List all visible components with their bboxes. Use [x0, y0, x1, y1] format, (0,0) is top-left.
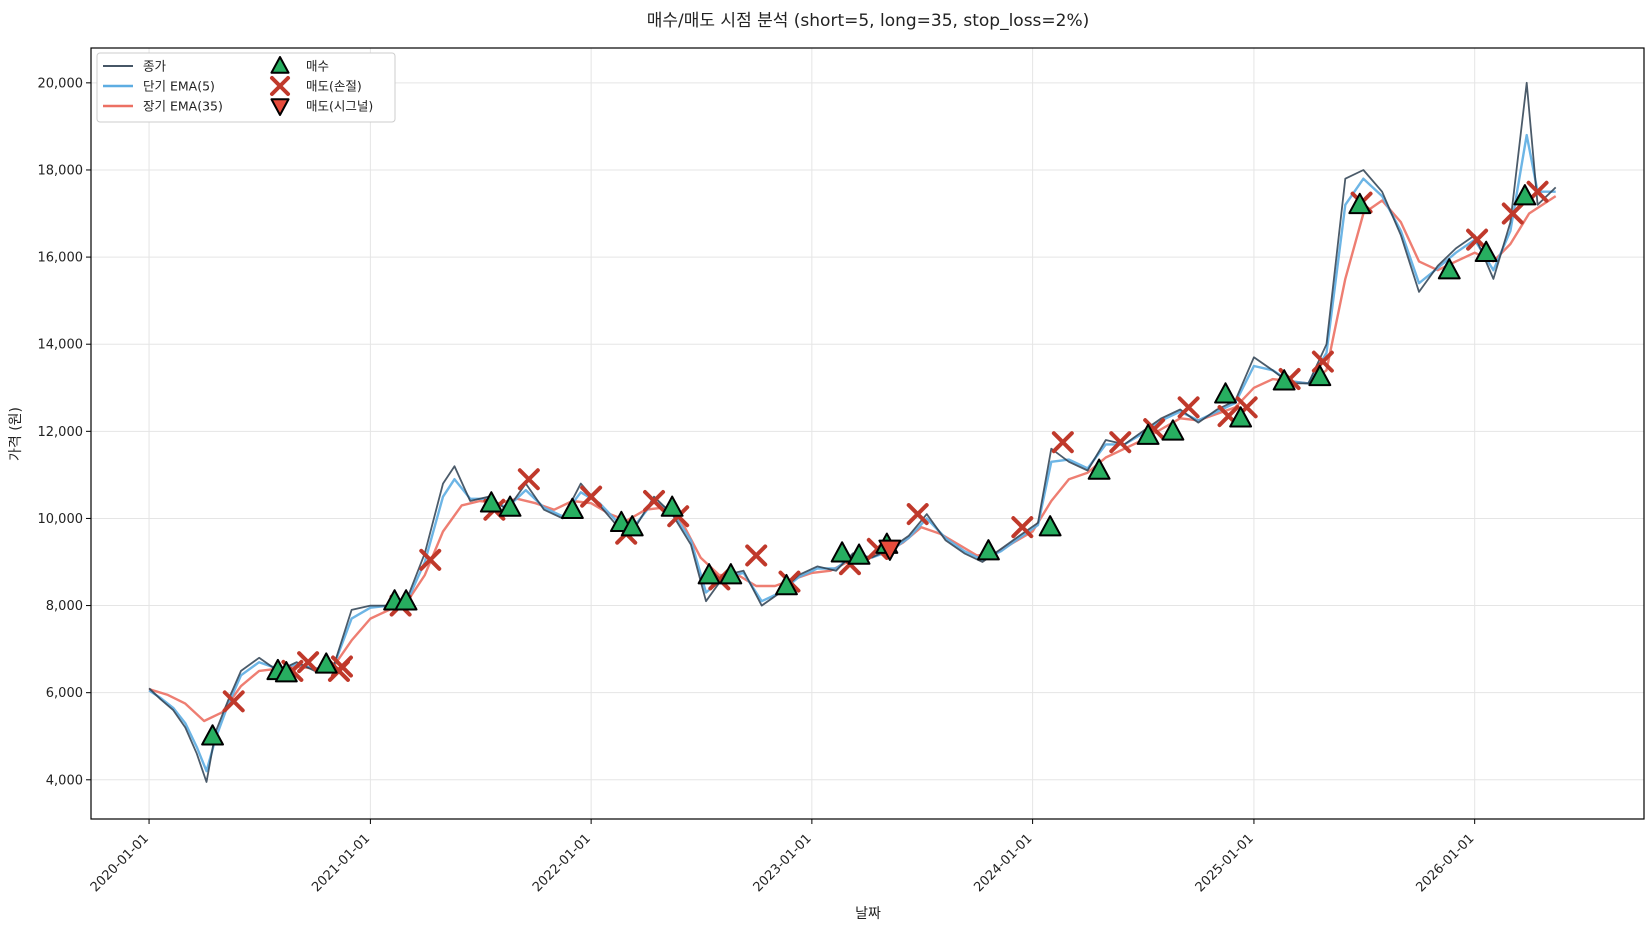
buy-marker	[847, 543, 871, 565]
stop-loss-marker	[222, 690, 245, 713]
y-tick-label: 8,000	[46, 599, 83, 614]
y-tick-label: 20,000	[38, 76, 84, 91]
series-line-close	[148, 81, 1557, 783]
legend-label: 장기 EMA(35)	[143, 99, 223, 114]
stop-loss-stroke	[745, 544, 768, 567]
buy-marker	[1161, 419, 1185, 441]
stop-loss-stroke	[1109, 431, 1132, 454]
buy-marker	[201, 724, 225, 746]
stop-loss-marker	[1501, 202, 1524, 225]
buy-marker	[1136, 423, 1160, 445]
stop-loss-stroke	[1466, 228, 1489, 251]
stop-loss-marker	[1311, 350, 1334, 373]
stop-loss-marker	[517, 468, 540, 491]
legend-label: 매도(손절)	[306, 79, 362, 94]
y-tick-label: 4,000	[46, 773, 83, 788]
legend-buy-swatch	[270, 56, 290, 74]
stop-loss-marker	[745, 544, 768, 567]
buy-marker	[479, 491, 503, 513]
legend-label: 매수	[306, 59, 329, 74]
y-tick-label: 12,000	[38, 425, 84, 440]
buy-marker	[1229, 406, 1253, 428]
stop-loss-stroke	[222, 690, 245, 713]
buy-marker	[719, 563, 743, 585]
y-tick-label: 10,000	[38, 512, 84, 527]
buy-marker	[1272, 369, 1296, 391]
y-axis-ticks: 4,000 6,000 8,000 10,000 12,000 14,000 16,000 1…	[38, 76, 91, 788]
legend-box	[96, 52, 396, 123]
buy-marker	[560, 497, 584, 519]
stop-loss-marker	[297, 651, 320, 674]
buy-marker	[977, 539, 1000, 561]
stop-loss-stroke	[643, 490, 666, 513]
stop-loss-stroke	[419, 548, 442, 571]
stop-loss-marker	[1109, 431, 1132, 454]
buy-marker	[830, 541, 854, 563]
plot-frame	[90, 47, 1645, 820]
buy-marker	[1348, 192, 1372, 215]
buy-marker	[1087, 458, 1111, 480]
stop-loss-stroke	[906, 503, 929, 526]
y-tick-label: 16,000	[38, 251, 84, 266]
buy-marker	[1474, 240, 1498, 262]
stop-loss-stroke	[1501, 202, 1524, 225]
stop-loss-stroke	[1051, 431, 1074, 454]
stop-loss-stroke	[1217, 405, 1240, 428]
y-tick-label: 6,000	[46, 686, 83, 701]
buy-marker	[620, 515, 644, 537]
legend-stop-loss-swatch	[270, 76, 290, 96]
stop-loss-marker	[580, 485, 603, 508]
buy-marker	[1513, 184, 1537, 206]
signal-sell-marker	[878, 539, 902, 561]
buy-marker	[697, 563, 721, 585]
stop-loss-marker	[906, 503, 929, 526]
chart-title: 매수/매도 시점 분석 (short=5, long=35, stop_loss…	[647, 11, 1090, 31]
buy-marker	[1437, 258, 1461, 280]
buy-marker	[274, 661, 298, 683]
legend-label: 단기 EMA(5)	[143, 79, 215, 94]
y-tick-label: 18,000	[38, 163, 84, 178]
y-tick-label: 14,000	[38, 338, 84, 353]
buy-marker	[660, 495, 684, 517]
legend-label: 종가	[143, 59, 167, 74]
y-axis-label: 가격 (원)	[8, 407, 24, 461]
stop-loss-stroke	[517, 468, 540, 491]
stop-loss-marker	[1051, 431, 1074, 454]
stop-loss-marker	[1177, 396, 1200, 419]
stop-loss-marker	[643, 490, 666, 513]
marker-layer	[201, 180, 1549, 746]
legend-signal-sell-swatch	[270, 98, 290, 116]
stop-loss-stroke	[1311, 350, 1334, 373]
stop-loss-stroke	[297, 651, 320, 674]
stop-loss-stroke	[580, 485, 603, 508]
buy-marker	[1308, 364, 1332, 387]
stop-loss-stroke	[270, 76, 290, 96]
buy-marker	[1038, 515, 1062, 537]
stop-loss-marker	[1011, 516, 1034, 539]
buy-marker	[775, 573, 798, 596]
stop-loss-stroke	[1011, 516, 1034, 539]
buy-marker	[394, 589, 418, 611]
legend-label: 매도(시그널)	[306, 99, 373, 114]
stop-loss-marker	[419, 548, 442, 571]
stop-loss-stroke	[1177, 396, 1200, 419]
x-axis-label: 날짜	[855, 906, 881, 922]
buy-marker	[314, 652, 338, 674]
buy-marker	[1214, 382, 1237, 404]
grid-layer	[91, 48, 1644, 819]
buy-marker	[498, 495, 522, 517]
